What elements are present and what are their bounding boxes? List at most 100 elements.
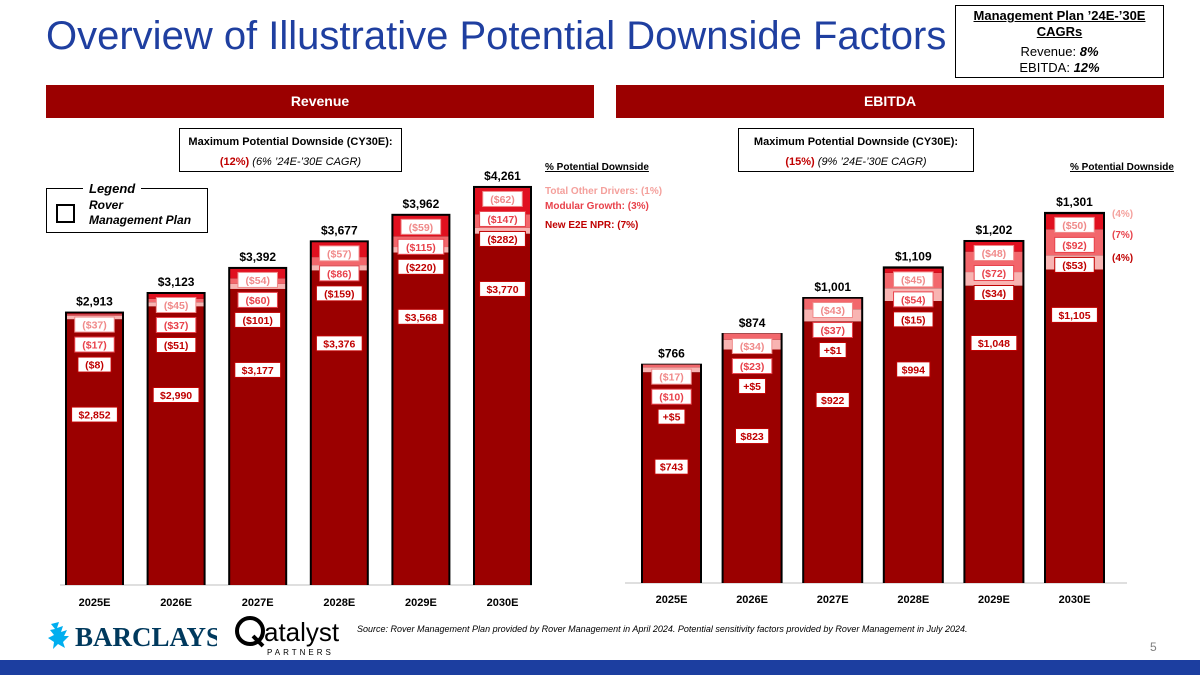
rev-downside-value-label-box — [234, 361, 282, 378]
cagr-revenue-row: Revenue: 8% — [956, 44, 1163, 60]
rev-segment-value-label-box — [397, 238, 445, 255]
ebitda-segment-value-label: ($15) — [901, 314, 926, 326]
ebitda-category-label: 2030E — [1059, 594, 1091, 606]
rev-segment-value-label: ($62) — [490, 194, 515, 206]
ebitda-segment-value-label-box — [738, 378, 767, 395]
rev-segment-value-label: ($54) — [245, 275, 270, 287]
rev-category-label: 2030E — [487, 597, 519, 609]
rev-downside-bar — [393, 252, 449, 585]
rev-segment-value-label: ($60) — [245, 295, 270, 307]
rev-downside-value-label: $3,568 — [405, 312, 437, 324]
legend: Legend Rover Management Plan — [46, 181, 208, 233]
rev-downside-value-label-box — [152, 386, 200, 403]
rev-segment-value-label: ($282) — [487, 234, 517, 246]
legend-label: Rover Management Plan — [89, 198, 191, 228]
rev-segment-value-label: ($220) — [406, 262, 436, 274]
ebitda-segment-value-label-box — [657, 408, 686, 425]
rev-segment-value-label-box — [237, 271, 278, 288]
ebitda-max-downside-cagr: (9% ’24E-’30E CAGR) — [817, 156, 927, 168]
ebitda-segment-value-label: +$5 — [743, 381, 761, 393]
ebitda-downside-value-label-box — [654, 458, 689, 475]
qatalyst-q-icon — [235, 616, 265, 646]
rev-downside-value-label-box — [479, 280, 526, 297]
ebitda-category-label: 2026E — [736, 594, 768, 606]
ebitda-downside-bar — [965, 285, 1023, 583]
cagr-revenue-label: Revenue: — [1020, 44, 1077, 59]
ebitda-category-label: 2027E — [817, 594, 849, 606]
ebitda-banner: EBITDA — [616, 85, 1164, 118]
ebitda-segment-value-label: ($45) — [901, 274, 926, 286]
barclays-logo: BARCLAYS — [48, 622, 217, 652]
rev-category-label: 2028E — [323, 597, 355, 609]
ebitda-downside-value-label-box — [1051, 306, 1098, 323]
rev-segment-value-label-box — [319, 265, 360, 282]
ebitda-downside-value-label: $743 — [660, 462, 684, 474]
rev-segment-value-label: ($37) — [82, 320, 107, 332]
ebitda-total-label: $1,109 — [895, 249, 932, 263]
ebitda-segment-value-label-box — [893, 291, 934, 308]
ebitda-segment-value-label-box — [651, 368, 692, 385]
rev-segment-value-label-box — [74, 316, 115, 333]
ebitda-segment-value-label: ($50) — [1062, 220, 1087, 232]
ebitda-segment-value-label: ($54) — [901, 294, 926, 306]
ebitda-category-label: 2029E — [978, 594, 1010, 606]
ebitda-downside-value-label: $1,048 — [978, 338, 1010, 350]
ebitda-total-label: $766 — [658, 347, 685, 361]
barclays-eagle-icon — [48, 622, 69, 649]
rev-segment-value-label: ($57) — [327, 248, 352, 260]
rev-segment-value-label: ($37) — [164, 320, 189, 332]
rev-downside-value-label-box — [397, 308, 445, 325]
revenue-max-downside-cagr: (6% ’24E-’30E CAGR) — [252, 156, 362, 168]
ebitda-segment-value-label: ($34) — [982, 288, 1007, 300]
cagr-ebitda-label: EBITDA: — [1019, 60, 1070, 75]
ebitda-pct-modular: (7%) — [1112, 230, 1134, 241]
rev-segment-value-label: ($147) — [487, 214, 517, 226]
page-title: Overview of Illustrative Potential Downs… — [46, 14, 947, 58]
ebitda-segment-value-label-box — [973, 244, 1015, 261]
rev-segment-value-label: ($86) — [327, 268, 352, 280]
ebitda-segment-value-label-box — [1054, 216, 1095, 233]
rev-category-label: 2029E — [405, 597, 437, 609]
ebitda-downside-value-label-box — [815, 392, 850, 409]
rev-category-label: 2027E — [242, 597, 274, 609]
rev-segment-value-label: ($45) — [164, 300, 189, 312]
ebitda-downside-value-label-box — [735, 428, 770, 445]
ebitda-segment-value-label-box — [731, 338, 773, 355]
rev-total-label: $3,123 — [158, 275, 195, 289]
revenue-pct-downside-header: % Potential Downside — [545, 162, 649, 173]
ebitda-segment-modular-growth — [643, 364, 700, 368]
management-plan-cagr-box: Management Plan ’24E-’30E CAGRs Revenue:… — [955, 5, 1164, 78]
ebitda-segment-value-label-box — [973, 284, 1015, 301]
driver-total-other: Total Other Drivers: (1%) — [545, 186, 663, 197]
ebitda-category-label: 2028E — [897, 594, 929, 606]
ebitda-segment-value-label: ($34) — [740, 341, 765, 353]
rev-segment-value-label-box — [397, 258, 445, 275]
rev-segment-value-label-box — [482, 190, 523, 207]
rev-segment-value-label: ($8) — [85, 360, 104, 372]
qatalyst-wordmark: atalyst — [264, 617, 340, 647]
cagr-ebitda-value: 12% — [1073, 60, 1100, 75]
ebitda-downside-bar — [643, 372, 700, 583]
rev-segment-value-label: ($101) — [243, 315, 273, 327]
revenue-max-downside-box: Maximum Potential Downside (CY30E): (12%… — [179, 128, 402, 172]
rev-segment-value-label-box — [155, 296, 197, 313]
qatalyst-partners: PARTNERS — [267, 648, 334, 657]
ebitda-pct-npr: (4%) — [1112, 253, 1134, 264]
revenue-max-downside-pct: (12%) — [219, 156, 250, 168]
rev-segment-value-label: ($59) — [409, 222, 434, 234]
rev-segment-value-label-box — [237, 291, 278, 308]
rev-downside-value-label: $2,990 — [160, 390, 192, 402]
ebitda-segment-value-label-box — [1054, 256, 1095, 273]
legend-square-icon — [56, 204, 75, 223]
revenue-banner: Revenue — [46, 85, 594, 118]
rev-segment-value-label-box — [234, 311, 282, 328]
rev-total-label: $3,962 — [403, 197, 440, 211]
source-note: Source: Rover Management Plan provided b… — [357, 624, 968, 634]
legend-title: Legend — [83, 181, 142, 196]
ebitda-max-downside-pct: (15%) — [785, 156, 815, 168]
rev-segment-new-e2e-npr — [67, 313, 122, 315]
rev-downside-value-label: $3,177 — [242, 365, 274, 377]
ebitda-max-downside-label: Maximum Potential Downside (CY30E): — [753, 136, 959, 148]
rev-total-label: $4,261 — [484, 169, 521, 183]
